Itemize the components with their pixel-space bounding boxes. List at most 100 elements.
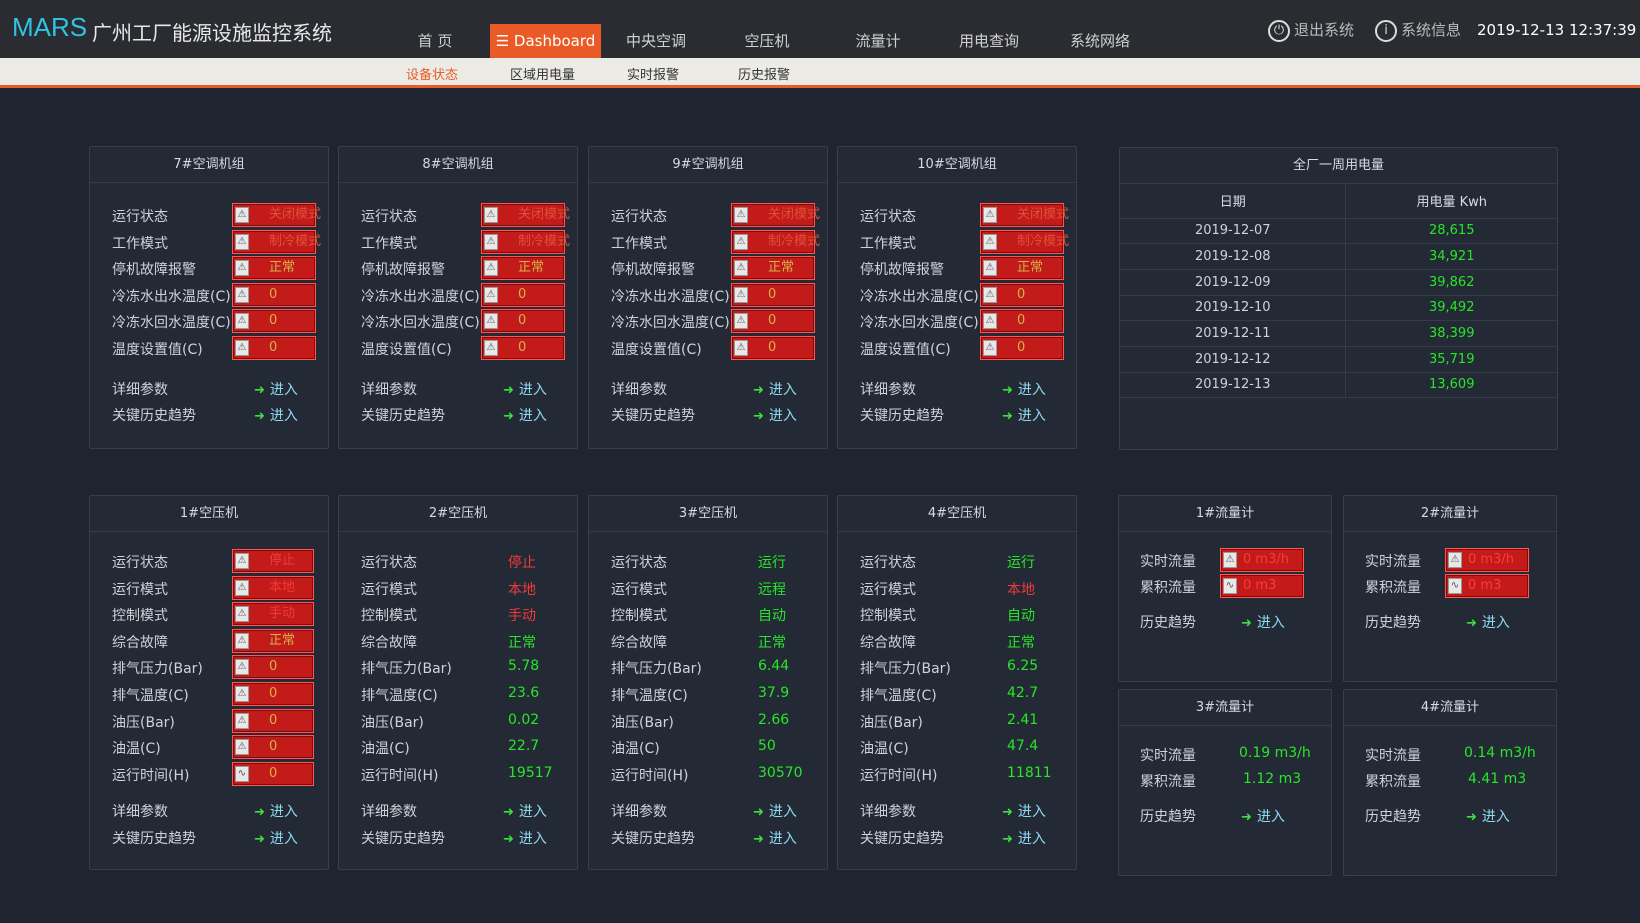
table-row: 2019-12-12 35,719 xyxy=(1120,346,1557,373)
trend-enter-link[interactable]: ➜ 进入 xyxy=(1241,806,1285,826)
param-label: 控制模式 xyxy=(361,608,417,625)
trend-enter-link[interactable]: ➜ 进入 xyxy=(1466,806,1510,826)
detail-label: 详细参数 xyxy=(112,382,168,398)
alarm-icon: ⚠ xyxy=(235,739,249,756)
param-label: 运行状态 xyxy=(361,555,417,571)
logout-button[interactable]: ⏻ 退出系统 xyxy=(1268,16,1354,44)
param-label: 运行状态 xyxy=(860,209,916,225)
compressor-panel: 4#空压机 运行状态 运行 运行模式 本地 控制模式 自动 综合故障 正常 排气压力(Bar) 6.… xyxy=(837,495,1077,870)
param-label: 控制模式 xyxy=(611,608,667,625)
col-kwh: 用电量 Kwh xyxy=(1345,184,1557,219)
param-label: 冷冻水回水温度(C) xyxy=(860,315,979,332)
param-label: 温度设置值(C) xyxy=(112,342,203,358)
param-value: 0 xyxy=(269,739,278,755)
param-value: 手动 xyxy=(508,608,536,625)
kwh-cell: 38,399 xyxy=(1345,320,1557,347)
arrow-right-icon: ➜ xyxy=(1002,832,1013,847)
history-trend-label: 历史趋势 xyxy=(1140,615,1196,631)
logo: MARS xyxy=(12,12,88,42)
param-label: 运行状态 xyxy=(361,209,417,225)
flow-rate-value: 0 m3/h xyxy=(1468,552,1514,567)
subnav-area-power[interactable]: 区域用电量 xyxy=(510,68,576,83)
alarm-value-box: ∿ 0 m3 xyxy=(1445,574,1529,598)
detail-enter-link[interactable]: ➜ 进入 xyxy=(254,801,298,821)
alarm-value-box: ⚠ 0 m3/h xyxy=(1220,548,1304,572)
param-value: 正常 xyxy=(269,260,296,276)
enter-label: 进入 xyxy=(768,804,797,820)
trend-enter-link[interactable]: ➜ 进入 xyxy=(1466,612,1510,632)
param-label: 油温(C) xyxy=(860,741,909,758)
date-cell: 2019-12-11 xyxy=(1120,320,1347,347)
trend-enter-link[interactable]: ➜ 进入 xyxy=(254,405,298,425)
alarm-value-box: ⚠ 制冷模式 xyxy=(481,229,570,254)
detail-label: 详细参数 xyxy=(361,382,417,398)
nav-central-ac[interactable]: 中央空调 xyxy=(625,32,686,50)
trend-enter-link[interactable]: ➜ 进入 xyxy=(1002,405,1046,425)
trend-enter-link[interactable]: ➜ 进入 xyxy=(503,828,547,848)
alarm-icon: ⚠ xyxy=(983,233,997,250)
enter-label: 进入 xyxy=(518,831,547,847)
datetime: 2019-12-13 12:37:39 xyxy=(1477,21,1637,39)
detail-enter-link[interactable]: ➜ 进入 xyxy=(503,801,547,821)
nav-home[interactable]: 首 页 xyxy=(417,32,453,50)
param-value: 运行 xyxy=(1007,555,1035,571)
detail-enter-link[interactable]: ➜ 进入 xyxy=(503,379,547,399)
arrow-right-icon: ➜ xyxy=(254,805,265,820)
param-value: 本地 xyxy=(1007,581,1035,598)
nav-air-compressor[interactable]: 空压机 xyxy=(744,32,790,50)
detail-enter-link[interactable]: ➜ 进入 xyxy=(753,801,797,821)
arrow-right-icon: ➜ xyxy=(503,805,514,820)
nav-system-network[interactable]: 系统网络 xyxy=(1069,32,1130,50)
param-value: 0 xyxy=(518,286,527,302)
param-label: 油温(C) xyxy=(361,741,410,758)
ac-unit-panel: 8#空调机组 运行状态 ⚠ 关闭模式 工作模式 ⚠ 制冷模式 停机故障报警 ⚠ 正常 冷冻水出水温度… xyxy=(338,146,578,449)
sysinfo-button[interactable]: i 系统信息 xyxy=(1375,16,1461,44)
detail-label: 详细参数 xyxy=(112,804,168,820)
subnav-history-alarm[interactable]: 历史报警 xyxy=(738,68,791,83)
param-value: 47.4 xyxy=(1007,738,1039,755)
trend-label: 关键历史趋势 xyxy=(112,408,196,424)
trend-label: 关键历史趋势 xyxy=(361,408,445,424)
arrow-right-icon: ➜ xyxy=(1002,805,1013,820)
detail-enter-link[interactable]: ➜ 进入 xyxy=(1002,379,1046,399)
trend-enter-link[interactable]: ➜ 进入 xyxy=(753,405,797,425)
param-label: 排气温度(C) xyxy=(611,688,688,704)
trend-enter-link[interactable]: ➜ 进入 xyxy=(254,828,298,848)
alarm-value-box: ⚠ 0 xyxy=(232,282,316,307)
alarm-value-box: ⚠ 制冷模式 xyxy=(731,229,820,254)
param-label: 运行模式 xyxy=(860,581,916,598)
trend-label: 关键历史趋势 xyxy=(361,831,445,847)
param-value: 0 xyxy=(768,340,777,355)
trend-enter-link[interactable]: ➜ 进入 xyxy=(1241,612,1285,632)
alarm-value-box: ⚠ 正常 xyxy=(232,256,316,281)
enter-label: 进入 xyxy=(1481,615,1510,631)
panel-title: 8#空调机组 xyxy=(339,147,577,183)
alarm-value-box: ⚠ 正常 xyxy=(232,628,314,653)
nav-dashboard[interactable]: ☰ Dashboard xyxy=(490,24,601,58)
param-label: 温度设置值(C) xyxy=(361,342,452,358)
param-label: 工作模式 xyxy=(361,235,417,252)
enter-label: 进入 xyxy=(269,408,298,424)
param-label: 停机故障报警 xyxy=(611,262,695,279)
enter-label: 进入 xyxy=(768,382,797,398)
trend-enter-link[interactable]: ➜ 进入 xyxy=(1002,828,1046,848)
enter-label: 进入 xyxy=(518,382,547,398)
subnav-device-status[interactable]: 设备状态 xyxy=(406,68,459,83)
param-label: 运行模式 xyxy=(611,581,667,598)
trend-enter-link[interactable]: ➜ 进入 xyxy=(753,828,797,848)
param-value: 正常 xyxy=(1007,634,1035,651)
detail-enter-link[interactable]: ➜ 进入 xyxy=(254,379,298,399)
nav-flowmeter[interactable]: 流量计 xyxy=(855,32,901,50)
detail-enter-link[interactable]: ➜ 进入 xyxy=(753,379,797,399)
param-label: 冷冻水出水温度(C) xyxy=(860,288,979,305)
alarm-value-box: ⚠ 正常 xyxy=(980,256,1064,281)
ac-unit-panel: 10#空调机组 运行状态 ⚠ 关闭模式 工作模式 ⚠ 制冷模式 停机故障报警 ⚠ 正常 冷冻水出水温… xyxy=(837,146,1077,449)
table-row: 2019-12-08 34,921 xyxy=(1120,243,1557,270)
detail-enter-link[interactable]: ➜ 进入 xyxy=(1002,801,1046,821)
nav-power-query[interactable]: 用电查询 xyxy=(958,32,1019,50)
param-value: 自动 xyxy=(1007,608,1035,625)
trend-label: 关键历史趋势 xyxy=(860,831,944,847)
trend-enter-link[interactable]: ➜ 进入 xyxy=(503,405,547,425)
enter-label: 进入 xyxy=(1256,615,1285,631)
subnav-realtime-alarm[interactable]: 实时报警 xyxy=(627,68,680,83)
